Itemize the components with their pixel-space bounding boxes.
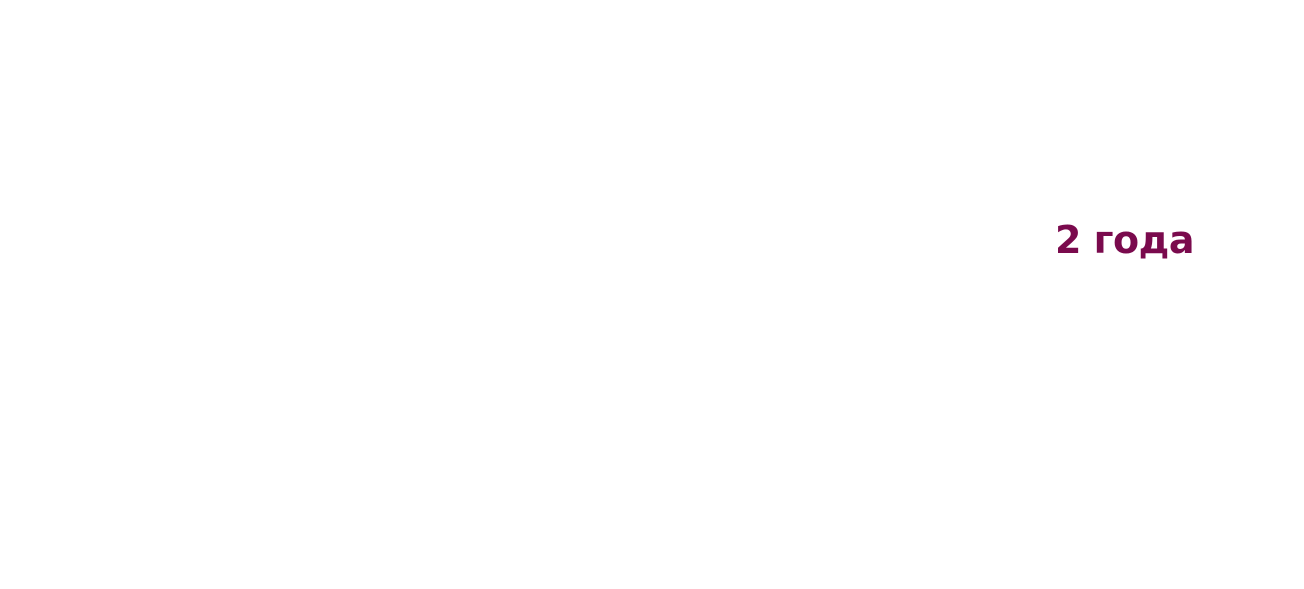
duration-label: 2 года — [1055, 218, 1194, 262]
